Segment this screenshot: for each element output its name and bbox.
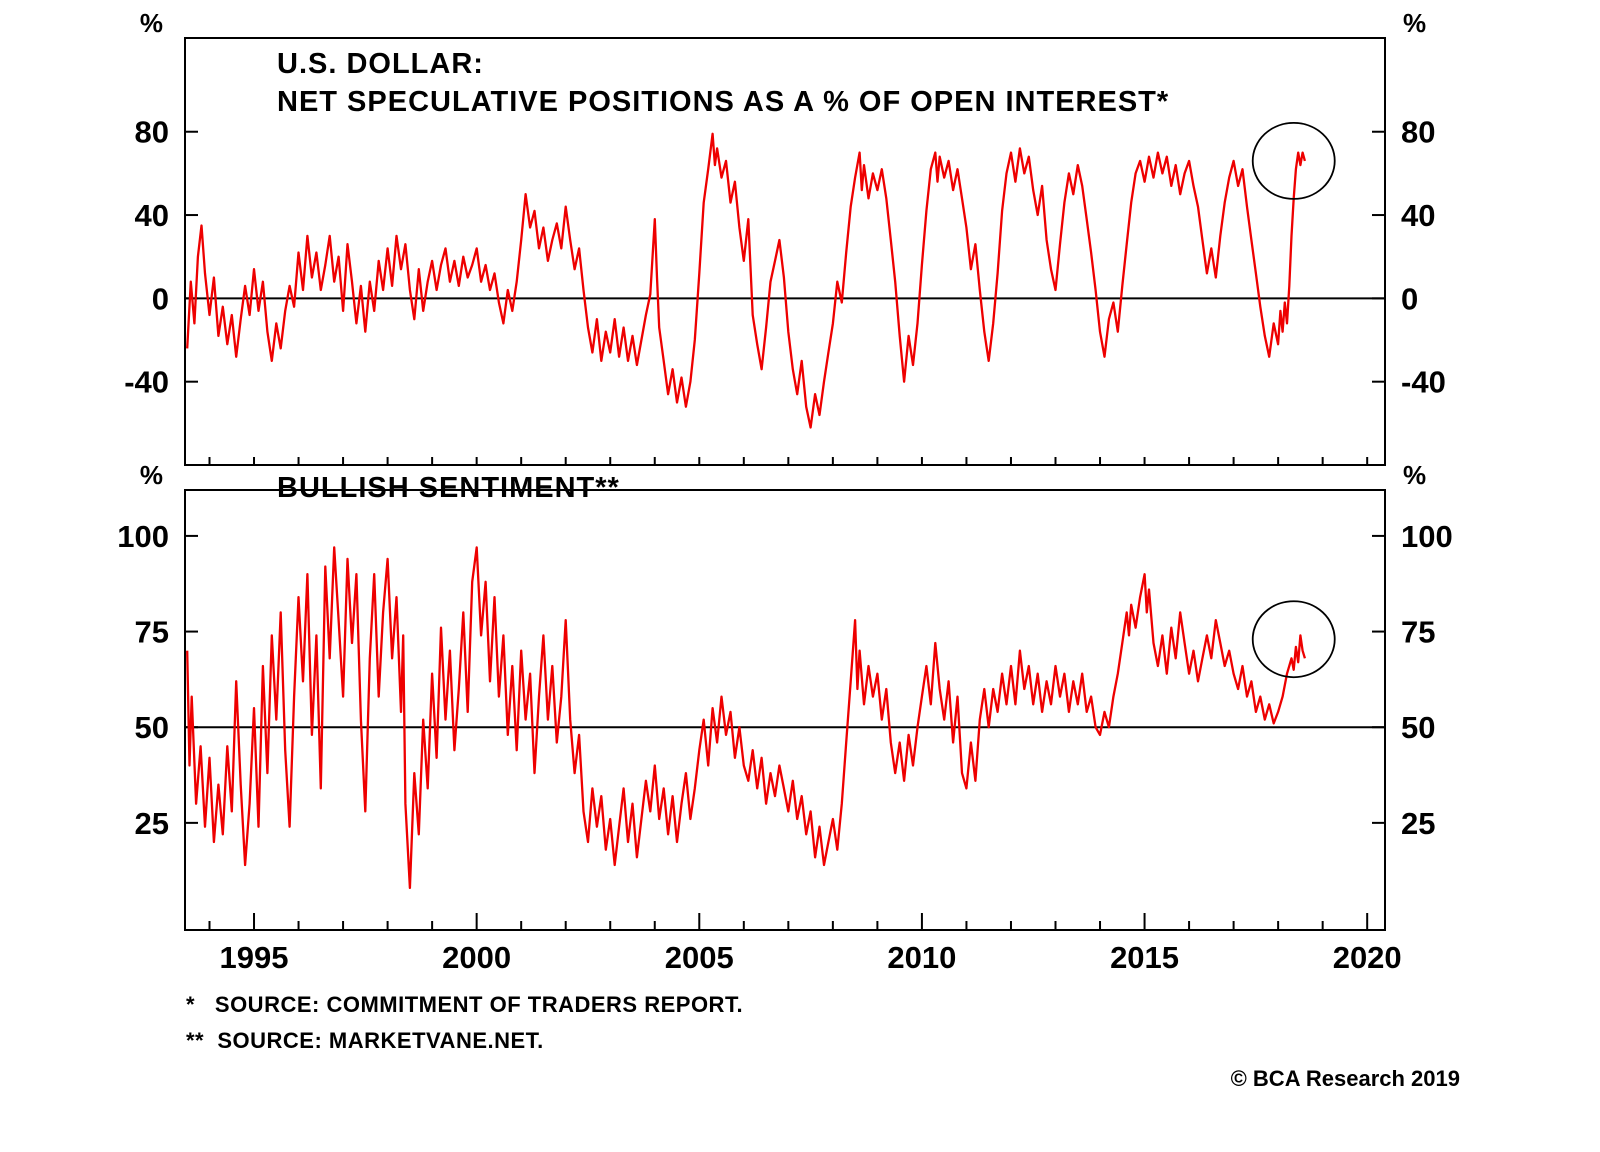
series-line bbox=[186, 546, 1307, 890]
y-tick-label-left: 50 bbox=[135, 710, 169, 745]
y-tick-label-left: 100 bbox=[117, 519, 169, 554]
x-tick-label: 2015 bbox=[1110, 940, 1179, 975]
y-axis-unit-left: % bbox=[140, 460, 163, 490]
y-tick-label-left: -40 bbox=[124, 365, 169, 400]
x-tick-label: 2005 bbox=[665, 940, 734, 975]
y-axis-unit-left: % bbox=[140, 8, 163, 38]
x-tick-label: 2000 bbox=[442, 940, 511, 975]
annotation-circle bbox=[1251, 600, 1336, 679]
x-tick-label: 2010 bbox=[887, 940, 956, 975]
y-tick-label-right: 40 bbox=[1401, 198, 1435, 233]
y-tick-label-right: 25 bbox=[1401, 806, 1435, 841]
y-tick-label-right: 75 bbox=[1401, 615, 1435, 650]
panel-frame bbox=[184, 37, 1386, 466]
y-tick-label-left: 80 bbox=[135, 115, 169, 150]
panel-frame bbox=[184, 489, 1386, 931]
y-axis-unit-right: % bbox=[1403, 8, 1426, 38]
annotation-circle bbox=[1251, 121, 1336, 200]
panel-1: 80 80 40 40 0 0 -40 -40%% bbox=[124, 8, 1446, 466]
copyright-notice: © BCA Research 2019 bbox=[1230, 1066, 1460, 1091]
series-line bbox=[186, 132, 1307, 429]
y-tick-label-left: 0 bbox=[152, 281, 169, 316]
x-tick-label: 2020 bbox=[1333, 940, 1402, 975]
y-tick-label-left: 40 bbox=[135, 198, 169, 233]
y-tick-label-right: -40 bbox=[1401, 365, 1446, 400]
y-tick-label-right: 100 bbox=[1401, 519, 1453, 554]
panel1-title-line2: NET SPECULATIVE POSITIONS AS A % OF OPEN… bbox=[277, 86, 1170, 118]
y-axis-unit-right: % bbox=[1403, 460, 1426, 490]
panel2-title: BULLISH SENTIMENT** bbox=[277, 472, 620, 504]
y-tick-label-left: 75 bbox=[135, 615, 169, 650]
y-tick-label-left: 25 bbox=[135, 806, 169, 841]
y-tick-label-right: 50 bbox=[1401, 710, 1435, 745]
footnote-source-2: ** SOURCE: MARKETVANE.NET. bbox=[186, 1028, 544, 1053]
y-tick-label-right: 0 bbox=[1401, 281, 1418, 316]
footnote-source-1: * SOURCE: COMMITMENT OF TRADERS REPORT. bbox=[186, 992, 744, 1017]
panel1-title-line1: U.S. DOLLAR: bbox=[277, 48, 484, 80]
panel-2: 100 100 75 75 50 50 25 25%% bbox=[117, 460, 1453, 931]
y-tick-label-right: 80 bbox=[1401, 115, 1435, 150]
x-tick-label: 1995 bbox=[220, 940, 289, 975]
